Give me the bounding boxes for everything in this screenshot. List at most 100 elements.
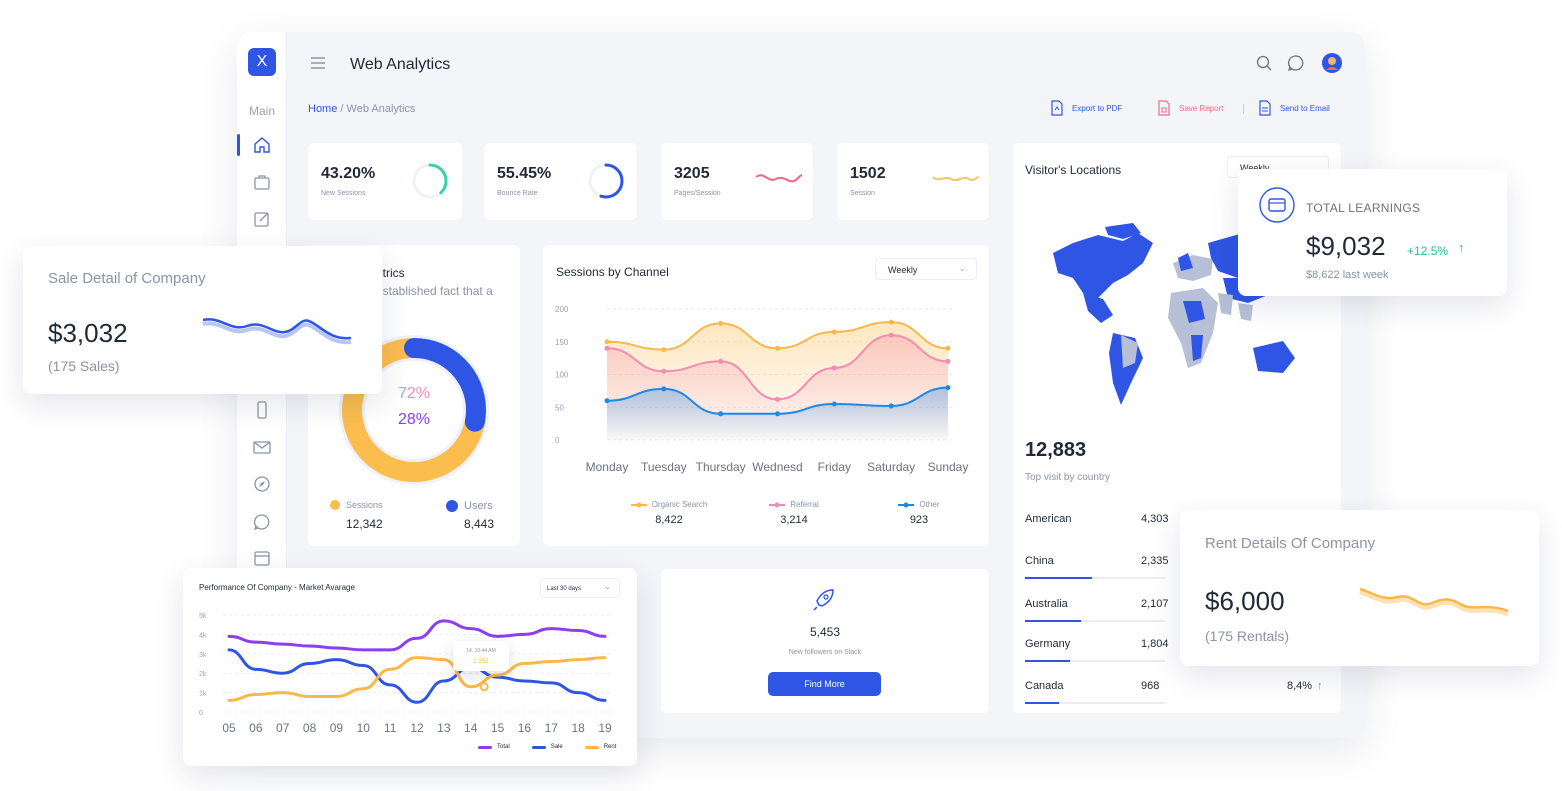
users-value: 8,443 <box>464 517 495 531</box>
x-tick-label: Monday <box>586 460 629 474</box>
email-file-icon <box>1259 100 1271 116</box>
legend-swatch <box>531 745 546 749</box>
home-icon[interactable] <box>252 135 272 155</box>
data-point <box>718 411 724 417</box>
kpi-ring <box>412 163 448 199</box>
data-point <box>945 385 951 391</box>
sessions-legend: Organic Search 8,422 Referral 3,214 Othe… <box>609 500 979 526</box>
kpi-value: 55.45% <box>497 165 552 182</box>
x-tick-label: 19 <box>598 721 612 735</box>
kpi-card-session: 1502 Session <box>837 143 989 220</box>
period-dropdown[interactable]: Weekly ⌄ <box>875 258 977 280</box>
data-point <box>718 358 724 364</box>
data-point <box>604 339 610 345</box>
country-progress-bar <box>1025 620 1165 622</box>
series-line-0 <box>227 619 607 652</box>
highlight-point <box>479 682 489 692</box>
sale-detail-card: Sale Detail of Company $3,032 (175 Sales… <box>23 246 382 394</box>
x-tick-label: Wednesd <box>752 460 802 474</box>
learnings-change: +12.5% <box>1407 244 1449 258</box>
y-tick-label: 5k <box>199 613 207 620</box>
sale-sparkline <box>202 318 352 345</box>
chevron-down-icon: ⌄ <box>958 263 966 273</box>
dashboard-window: X Main Web Analytics Home / Web Analytic… <box>237 32 1365 738</box>
legend-other: Other 923 <box>859 500 979 526</box>
country-change: 8,4% <box>1287 680 1313 692</box>
performance-period-dropdown[interactable]: Last 30 days ⌄ <box>540 578 620 598</box>
x-tick-label: 11 <box>384 721 397 735</box>
menu-toggle-icon[interactable] <box>310 57 326 69</box>
country-progress-bar <box>1025 702 1165 704</box>
export-pdf-button[interactable]: Export to PDF <box>1050 100 1122 116</box>
kpi-label: Session <box>850 190 875 197</box>
country-row-china: China 2,335 <box>1025 555 1343 579</box>
sessions-value: 12,342 <box>346 517 383 531</box>
performance-legend: Total Sale Rent <box>478 744 616 750</box>
search-icon[interactable] <box>1255 54 1273 72</box>
data-point <box>604 345 610 351</box>
send-email-button[interactable]: Send to Email <box>1258 100 1330 116</box>
y-tick-label: 2k <box>199 671 207 678</box>
x-tick-label: 18 <box>571 721 585 735</box>
donut-percent-secondary: 28% <box>398 411 431 428</box>
kpi-card-pages-session: 3205 Pages/Session <box>661 143 813 220</box>
total-learnings-card: TOTAL LEARNINGS $9,032 +12.5% ↑ $8,622 l… <box>1238 169 1507 296</box>
x-tick-label: Tuesday <box>641 460 687 474</box>
metrics-card-subtitle: established fact that a <box>376 284 493 298</box>
rent-title: Rent Details Of Company <box>1205 535 1376 552</box>
world-map <box>1053 223 1295 405</box>
followers-card: 5,453 New followers on Slack Find More <box>661 569 989 713</box>
mail-icon[interactable] <box>252 437 272 457</box>
pdf-file-icon <box>1051 100 1063 116</box>
x-tick-label: Sunday <box>928 460 969 474</box>
data-point <box>775 345 780 351</box>
y-tick-label: 0 <box>199 710 203 717</box>
compass-icon[interactable] <box>252 474 272 494</box>
legend-organic-search: Organic Search 8,422 <box>609 500 729 526</box>
sessions-users-donut <box>339 335 489 485</box>
breadcrumb-home-link[interactable]: Home <box>308 103 338 115</box>
kpi-value: 43.20% <box>321 165 376 182</box>
legend-users: Users <box>446 500 493 512</box>
x-tick-label: Friday <box>818 460 851 474</box>
data-point <box>661 368 667 374</box>
data-point <box>661 386 667 392</box>
kpi-label: Bounce Rate <box>497 190 538 197</box>
rent-sparkline <box>1359 587 1509 617</box>
legend-line-icon <box>630 502 647 507</box>
mobile-icon[interactable] <box>252 400 272 420</box>
data-point <box>831 365 837 371</box>
messages-icon[interactable] <box>1287 54 1305 72</box>
find-more-button[interactable]: Find More <box>768 672 881 696</box>
calendar-icon[interactable] <box>252 548 272 568</box>
x-tick-label: 14 <box>464 721 478 735</box>
breadcrumb-current: Web Analytics <box>346 103 416 115</box>
data-point <box>888 332 894 338</box>
x-tick-label: 07 <box>276 721 290 735</box>
kpi-value: 1502 <box>850 165 886 182</box>
data-point <box>775 396 780 402</box>
followers-label: New followers on Slack <box>788 649 862 656</box>
app-logo[interactable]: X <box>248 48 276 76</box>
x-tick-label: 06 <box>249 721 263 735</box>
chat-icon[interactable] <box>252 512 272 532</box>
x-tick-label: 15 <box>491 721 505 735</box>
x-tick-label: 10 <box>357 721 371 735</box>
x-tick-label: 17 <box>545 721 559 735</box>
x-tick-label: 13 <box>437 721 451 735</box>
briefcase-icon[interactable] <box>252 172 272 192</box>
breadcrumb: Home / Web Analytics <box>308 103 416 115</box>
edit-icon[interactable] <box>252 209 272 229</box>
rent-details-card: Rent Details Of Company $6,000 (175 Rent… <box>1180 510 1539 666</box>
save-report-button[interactable]: Save Report <box>1157 100 1223 116</box>
kpi-value: 3205 <box>674 165 710 182</box>
data-point <box>661 347 667 353</box>
x-tick-label: 16 <box>518 721 532 735</box>
kpi-label: Pages/Session <box>674 190 721 197</box>
avatar[interactable] <box>1322 53 1342 73</box>
x-tick-label: 09 <box>330 721 344 735</box>
page-title: Web Analytics <box>350 56 451 73</box>
y-tick-label: 3k <box>199 652 207 659</box>
data-point <box>775 411 780 417</box>
series-line-1 <box>227 648 607 704</box>
